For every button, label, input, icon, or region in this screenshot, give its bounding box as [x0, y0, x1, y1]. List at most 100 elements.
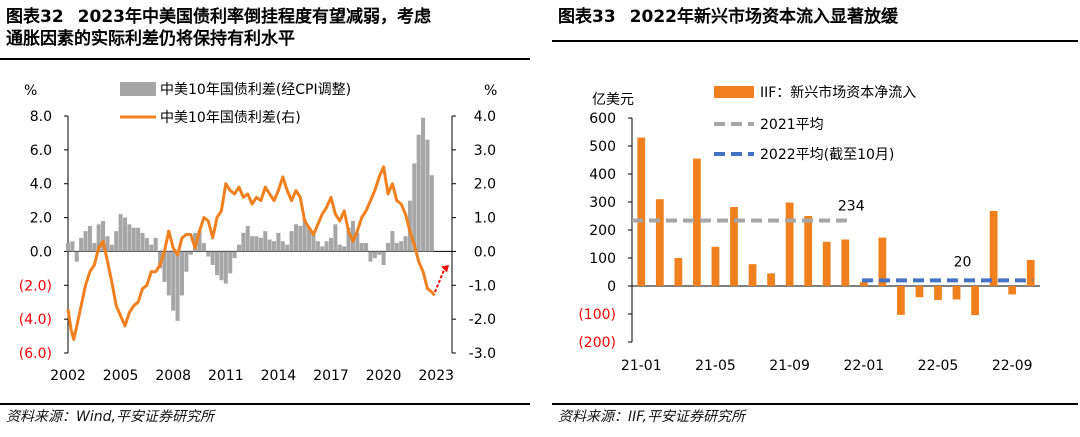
cpi-spread-bar: [364, 242, 369, 252]
inflow-bar: [655, 199, 664, 286]
inflow-bar: [878, 237, 887, 286]
cpi-spread-bar: [87, 226, 92, 252]
cpi-spread-bar: [92, 242, 97, 252]
chart-title-left: 图表32 2023年中美国债利率倒挂程度有望减弱，考虑 通胀因素的实际利差仍将保持…: [6, 6, 431, 50]
left-tick-label: 8.0: [30, 109, 52, 125]
inflow-bar: [748, 264, 757, 286]
cpi-spread-bar: [101, 220, 106, 252]
inflow-bar: [989, 210, 998, 286]
cpi-spread-bar: [210, 251, 215, 265]
cpi-spread-bar: [228, 251, 233, 274]
cpi-spread-bar: [245, 226, 250, 252]
cpi-spread-bar: [153, 237, 158, 252]
cpi-spread-bar: [236, 244, 241, 252]
legend-label-cpi-spread: 中美10年国债利差(经CPI调整): [160, 82, 351, 98]
left-tick-label: (2.0): [19, 278, 52, 294]
inflow-bar: [841, 239, 850, 286]
cpi-spread-bar: [184, 251, 189, 272]
cpi-spread-bar: [359, 242, 364, 252]
legend-swatch-cpi-spread: [120, 82, 156, 96]
inflow-bar: [822, 241, 831, 286]
cpi-spread-bar: [158, 251, 163, 269]
cpi-spread-bar: [355, 232, 360, 252]
left-tick-label: 0.0: [30, 244, 52, 260]
cpi-spread-bar: [390, 231, 395, 252]
inflow-bar: [1008, 286, 1017, 295]
legend-label-avg-2021: 2021平均: [760, 117, 824, 133]
left-tick-label: (4.0): [19, 312, 52, 328]
cpi-spread-bar: [105, 236, 110, 252]
cpi-spread-bar: [114, 231, 119, 252]
cpi-spread-bar: [421, 117, 426, 252]
cpi-spread-bar: [302, 219, 307, 252]
cpi-spread-bar: [258, 237, 263, 252]
cpi-spread-bar: [79, 237, 84, 252]
inflow-bar: [1026, 259, 1035, 286]
cpi-spread-bar: [293, 224, 298, 252]
right-tick-label: -1.0: [469, 278, 496, 294]
x-tick-label: 22-01: [843, 358, 884, 374]
avg-2022-label: 20: [954, 254, 972, 270]
inflow-bar: [971, 286, 979, 316]
right-tick-label: 3.0: [474, 143, 496, 159]
x-tick-label: 2023: [418, 368, 454, 384]
left-tick-label: (6.0): [19, 346, 52, 362]
cpi-spread-bar: [149, 244, 154, 252]
legend-label-avg-2022: 2022平均(截至10月): [760, 147, 894, 163]
inflow-bar: [637, 137, 646, 286]
cpi-spread-bar: [280, 241, 285, 252]
x-tick-label: 2020: [366, 368, 402, 384]
chart-number-right: 图表33: [558, 7, 616, 27]
cpi-spread-bar: [429, 175, 434, 252]
cpi-spread-bar: [320, 246, 325, 252]
inflow-bar: [804, 216, 813, 286]
x-tick-label: 22-09: [992, 358, 1033, 374]
chart-right: 亿美元 600 500 400 300 200 100 0 (100) (200) 21-01 21-…: [578, 84, 1040, 374]
cpi-spread-bar: [272, 241, 277, 252]
cpi-spread-bar: [289, 231, 294, 252]
cpi-spread-bar: [342, 246, 347, 252]
cpi-spread-bar: [215, 251, 220, 276]
cpi-spread-bar: [250, 236, 255, 252]
inflow-bar: [785, 202, 794, 286]
x-tick-label: 22-05: [918, 358, 959, 374]
y-tick-label: 500: [589, 139, 616, 155]
legend-label-nominal-spread: 中美10年国债利差(右): [160, 110, 301, 126]
x-tick-label: 2008: [155, 368, 191, 384]
cpi-spread-bar: [223, 251, 228, 284]
cpi-spread-bar: [175, 251, 180, 321]
y-tick-label: 400: [589, 167, 616, 183]
x-tick-label: 2005: [103, 368, 139, 384]
cpi-spread-bar: [74, 251, 79, 262]
cpi-spread-bar: [416, 134, 421, 252]
cpi-spread-bar: [219, 251, 224, 281]
cpi-spread-bar: [337, 244, 342, 252]
cpi-spread-bar: [267, 239, 272, 252]
cpi-spread-bar: [118, 214, 123, 252]
y-tick-label: (200): [578, 335, 616, 351]
cpi-spread-bar: [140, 232, 145, 252]
y-tick-label: (100): [578, 307, 616, 323]
cpi-spread-bar: [381, 251, 386, 265]
right-tick-label: -3.0: [469, 346, 496, 362]
inflow-bar: [859, 282, 868, 286]
cpi-spread-bar: [171, 251, 176, 311]
legend-swatch-inflow: [714, 86, 754, 98]
cpi-spread-bar: [333, 224, 338, 252]
cpi-spread-bar: [109, 244, 114, 252]
inflow-bar: [952, 286, 961, 300]
cpi-spread-bar: [65, 242, 71, 252]
inflow-bar: [674, 258, 683, 286]
right-tick-label: -2.0: [469, 312, 496, 328]
cpi-spread-bar: [315, 241, 320, 252]
cpi-spread-bar: [254, 236, 259, 252]
cpi-spread-bar: [144, 237, 149, 252]
right-tick-label: 0.0: [474, 244, 496, 260]
cpi-spread-bar: [96, 224, 101, 252]
right-tick-label: 1.0: [474, 211, 496, 227]
chart-number-left: 图表32: [6, 7, 64, 27]
cpi-spread-bar: [298, 226, 303, 252]
cpi-spread-bar: [377, 251, 382, 255]
cpi-spread-bar: [131, 227, 136, 252]
cpi-spread-bar: [372, 251, 377, 259]
